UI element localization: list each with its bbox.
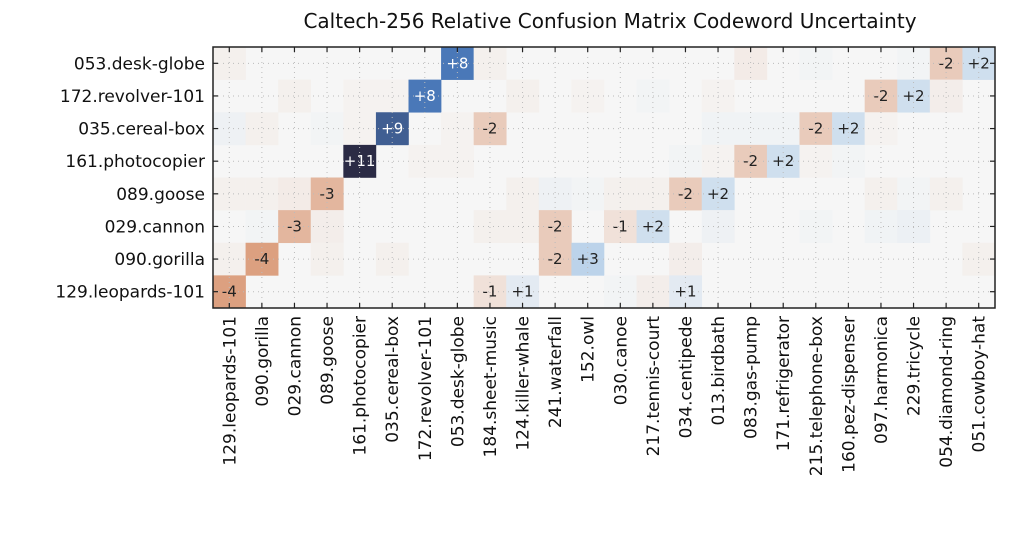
cell-value-label: -4	[254, 250, 269, 268]
x-tick-label: 053.desk-globe	[448, 316, 468, 447]
cell-value-label: -1	[482, 283, 497, 301]
x-tick-label: 172.revolver-101	[416, 316, 436, 461]
x-tick-label: 129.leopards-101	[220, 316, 240, 466]
cell-value-label: +9	[381, 120, 403, 138]
cell-value-label: -4	[222, 283, 237, 301]
cell-value-label: -2	[873, 87, 888, 105]
cell-value-label: +1	[674, 283, 696, 301]
heatmap-cell	[864, 210, 898, 244]
x-tick-label: 215.telephone-box	[807, 316, 827, 476]
cell-value-label: +8	[446, 54, 468, 72]
cell-value-label: +1	[511, 283, 533, 301]
cell-value-label: +2	[772, 152, 794, 170]
y-tick-label: 035.cereal-box	[78, 120, 205, 140]
x-tick-label: 171.refrigerator	[774, 316, 794, 451]
cell-value-label: -2	[482, 120, 497, 138]
y-tick-label: 172.revolver-101	[60, 87, 205, 107]
x-tick-label: 184.sheet-music	[481, 316, 501, 457]
x-tick-label: 051.cowboy-hat	[970, 316, 990, 453]
y-tick-label: 090.gorilla	[114, 250, 205, 270]
cell-value-label: +2	[837, 120, 859, 138]
y-tick-label: 129.leopards-101	[55, 283, 205, 303]
x-tick-label: 035.cereal-box	[383, 316, 403, 443]
cell-value-label: +2	[902, 87, 924, 105]
y-tick-label: 161.photocopier	[65, 152, 205, 172]
y-tick-label: 029.cannon	[105, 217, 205, 237]
x-tick-label: 030.canoe	[611, 316, 631, 405]
x-tick-label: 054.diamond-ring	[937, 316, 957, 468]
x-tick-label: 013.birdbath	[709, 316, 729, 426]
x-tick-label: 241.waterfall	[546, 316, 566, 428]
cell-value-label: -2	[808, 120, 823, 138]
x-tick-label: 161.photocopier	[351, 316, 371, 456]
cell-value-label: +3	[577, 250, 599, 268]
cell-value-label: +2	[968, 54, 990, 72]
heatmap-cell	[538, 242, 572, 276]
plot-frame	[212, 46, 996, 309]
x-tick-label: 029.cannon	[285, 316, 305, 416]
x-tick-label: 090.gorilla	[253, 316, 273, 407]
cell-value-label: -1	[613, 217, 628, 235]
heatmap-cell	[245, 242, 279, 276]
x-tick-label: 097.harmonica	[872, 316, 892, 444]
cell-value-label: -2	[939, 54, 954, 72]
cell-value-label: -2	[678, 185, 693, 203]
x-tick-label: 089.goose	[318, 316, 338, 405]
chart-title: Caltech-256 Relative Confusion Matrix Co…	[303, 9, 916, 33]
cell-value-label: +11	[344, 152, 376, 170]
cell-value-label: -3	[320, 185, 335, 203]
y-tick-label: 089.goose	[116, 185, 205, 205]
x-tick-label: 152.owl	[579, 316, 599, 383]
x-tick-label: 229.tricycle	[905, 316, 925, 416]
cell-value-label: -2	[743, 152, 758, 170]
y-tick-label: 053.desk-globe	[74, 54, 205, 74]
x-tick-label: 034.centipede	[676, 316, 696, 438]
x-tick-label: 160.pez-dispenser	[839, 316, 859, 473]
heatmap-cell	[669, 242, 703, 276]
cell-value-label: -2	[548, 217, 563, 235]
heatmap-cell	[506, 210, 540, 244]
cell-value-label: +2	[642, 217, 664, 235]
x-tick-label: 083.gas-pump	[742, 316, 762, 439]
x-tick-label: 124.killer-whale	[514, 316, 534, 451]
cell-value-label: -3	[287, 217, 302, 235]
cell-value-label: +8	[414, 87, 436, 105]
cell-value-label: -2	[548, 250, 563, 268]
cell-value-label: +2	[707, 185, 729, 203]
x-tick-label: 217.tennis-court	[644, 316, 664, 457]
heatmap-cell	[799, 210, 833, 244]
